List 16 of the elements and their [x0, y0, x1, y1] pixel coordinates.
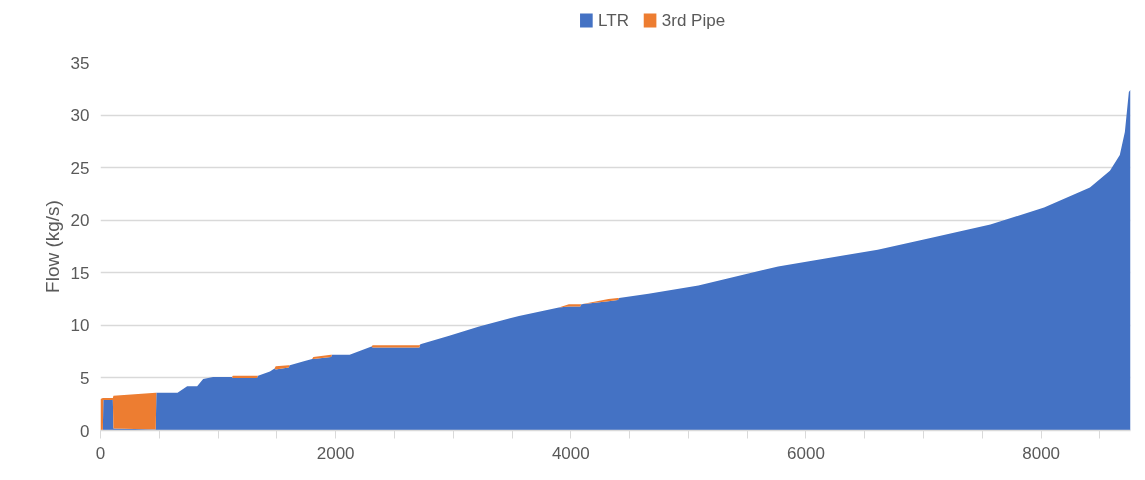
x-tick-label: 8000 [1022, 443, 1061, 463]
legend-label: LTR [598, 11, 629, 30]
y-tick-label: 10 [70, 316, 90, 336]
y-tick-label: 20 [70, 211, 90, 231]
legend-label: 3rd Pipe [661, 11, 726, 30]
x-tick-label: 0 [95, 443, 106, 463]
x-tick-label: 2000 [316, 443, 355, 463]
y-tick-label: 25 [70, 158, 90, 178]
y-tick-label: 35 [70, 53, 90, 73]
y-tick-label: 15 [70, 263, 90, 283]
y-tick-label: 30 [70, 106, 90, 126]
x-tick-label: 4000 [551, 443, 590, 463]
x-tick-label: 6000 [787, 443, 825, 463]
y-axis-title: Flow (kg/s) [41, 200, 63, 293]
y-tick-label: 5 [80, 368, 90, 388]
y-tick-label: 0 [80, 421, 90, 441]
